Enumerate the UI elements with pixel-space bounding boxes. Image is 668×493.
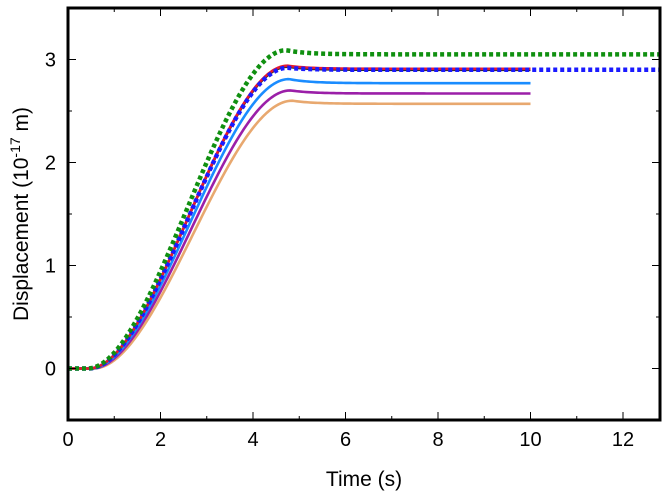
y-axis-title-prefix: Displacement (10	[10, 158, 33, 321]
series-line-2	[68, 89, 531, 370]
series-line-5	[68, 64, 531, 370]
x-tick-label: 10	[519, 429, 541, 451]
series-line-1	[68, 99, 531, 370]
x-tick-label: 0	[62, 429, 73, 451]
y-axis-title-suffix: m)	[10, 107, 33, 137]
y-axis-title-exponent: -17	[7, 137, 23, 157]
y-tick-label: 0	[45, 359, 56, 381]
series-layer	[68, 48, 660, 371]
series-line-6	[68, 65, 660, 371]
x-tick-label: 2	[155, 429, 166, 451]
x-axis-title: Time (s)	[326, 468, 402, 491]
x-tick-label: 12	[612, 429, 634, 451]
x-tick-label: 4	[247, 429, 258, 451]
y-tick-label: 3	[45, 50, 56, 72]
x-tick-label: 6	[340, 429, 351, 451]
y-axis-title: Displacement (10-17 m)	[7, 107, 33, 321]
y-tick-label: 1	[45, 256, 56, 278]
x-tick-label: 8	[432, 429, 443, 451]
y-tick-label: 2	[45, 153, 56, 175]
series-line-7	[68, 48, 660, 371]
